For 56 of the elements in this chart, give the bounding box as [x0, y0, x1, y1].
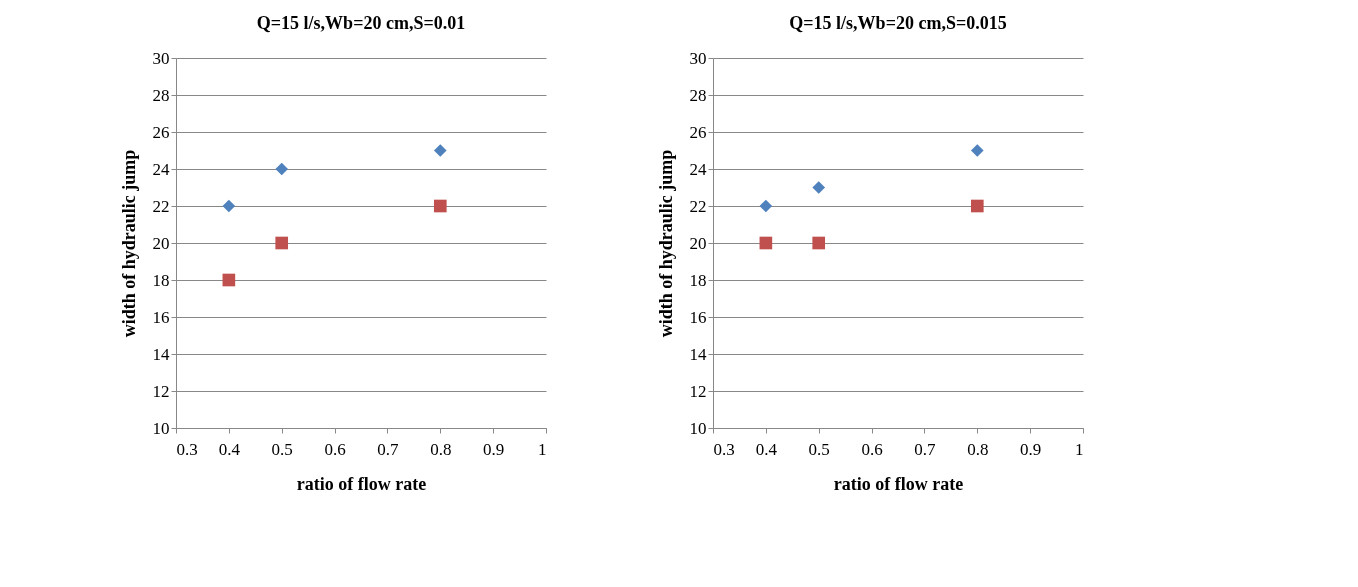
point — [812, 181, 826, 194]
y-tick-label: 20 — [152, 233, 170, 253]
y-tick-label: 16 — [152, 307, 170, 327]
x-tick-label: 0.3 — [176, 439, 198, 459]
point — [275, 236, 289, 250]
x-axis-title: ratio of flow rate — [296, 473, 427, 494]
x-tick-label: 0.7 — [377, 439, 400, 459]
x-tick-label: 0.4 — [755, 439, 778, 459]
x-tick-label: 0.7 — [914, 439, 937, 459]
x-tick-label: 0.5 — [271, 439, 293, 459]
chart-title: Q=15 l/s,Wb=20 cm,S=0.015 — [789, 13, 1007, 33]
y-tick-label: 10 — [152, 418, 170, 438]
y-tick-label: 24 — [689, 159, 707, 179]
x-tick-label: 0.6 — [861, 439, 883, 459]
x-tick-label: 0.9 — [1020, 439, 1042, 459]
point — [433, 199, 447, 213]
y-tick-label: 16 — [689, 307, 707, 327]
chart-title: Q=15 l/s,Wb=20 cm,S=0.01 — [256, 13, 466, 33]
y-tick-label: 28 — [152, 85, 170, 105]
y-tick-label: 14 — [689, 344, 707, 364]
y-tick-label: 26 — [152, 122, 170, 142]
x-tick-label: 1 — [1075, 439, 1084, 459]
y-tick-label: 18 — [152, 270, 170, 290]
point — [222, 273, 236, 287]
y-axis-title: width of hydraulic jump — [118, 149, 139, 338]
y-tick-label: 22 — [152, 196, 170, 216]
y-tick-label: 10 — [689, 418, 707, 438]
point — [433, 144, 447, 157]
x-tick-label: 0.6 — [324, 439, 346, 459]
y-tick-label: 28 — [689, 85, 707, 105]
x-tick-label: 0.5 — [808, 439, 830, 459]
point — [970, 199, 984, 213]
y-tick-label: 12 — [689, 381, 707, 401]
point — [222, 199, 236, 213]
x-tick-label: 1 — [538, 439, 547, 459]
y-tick-label: 30 — [152, 48, 170, 68]
y-tick-label: 18 — [689, 270, 707, 290]
point — [275, 162, 289, 176]
x-axis-title: ratio of flow rate — [833, 473, 964, 494]
x-tick-label: 0.9 — [483, 439, 505, 459]
y-tick-label: 20 — [689, 233, 707, 253]
point — [970, 144, 984, 157]
x-tick-label: 0.8 — [430, 439, 452, 459]
y-tick-label: 12 — [152, 381, 170, 401]
point — [812, 236, 826, 250]
y-tick-label: 24 — [152, 159, 170, 179]
y-tick-label: 26 — [689, 122, 707, 142]
y-tick-label: 30 — [689, 48, 707, 68]
point — [759, 199, 773, 213]
point — [759, 236, 773, 250]
y-axis-title: width of hydraulic jump — [655, 149, 676, 338]
x-tick-label: 0.8 — [967, 439, 989, 459]
x-tick-label: 0.4 — [218, 439, 241, 459]
y-tick-label: 22 — [689, 196, 707, 216]
x-tick-label: 0.3 — [713, 439, 735, 459]
y-tick-label: 14 — [152, 344, 170, 364]
